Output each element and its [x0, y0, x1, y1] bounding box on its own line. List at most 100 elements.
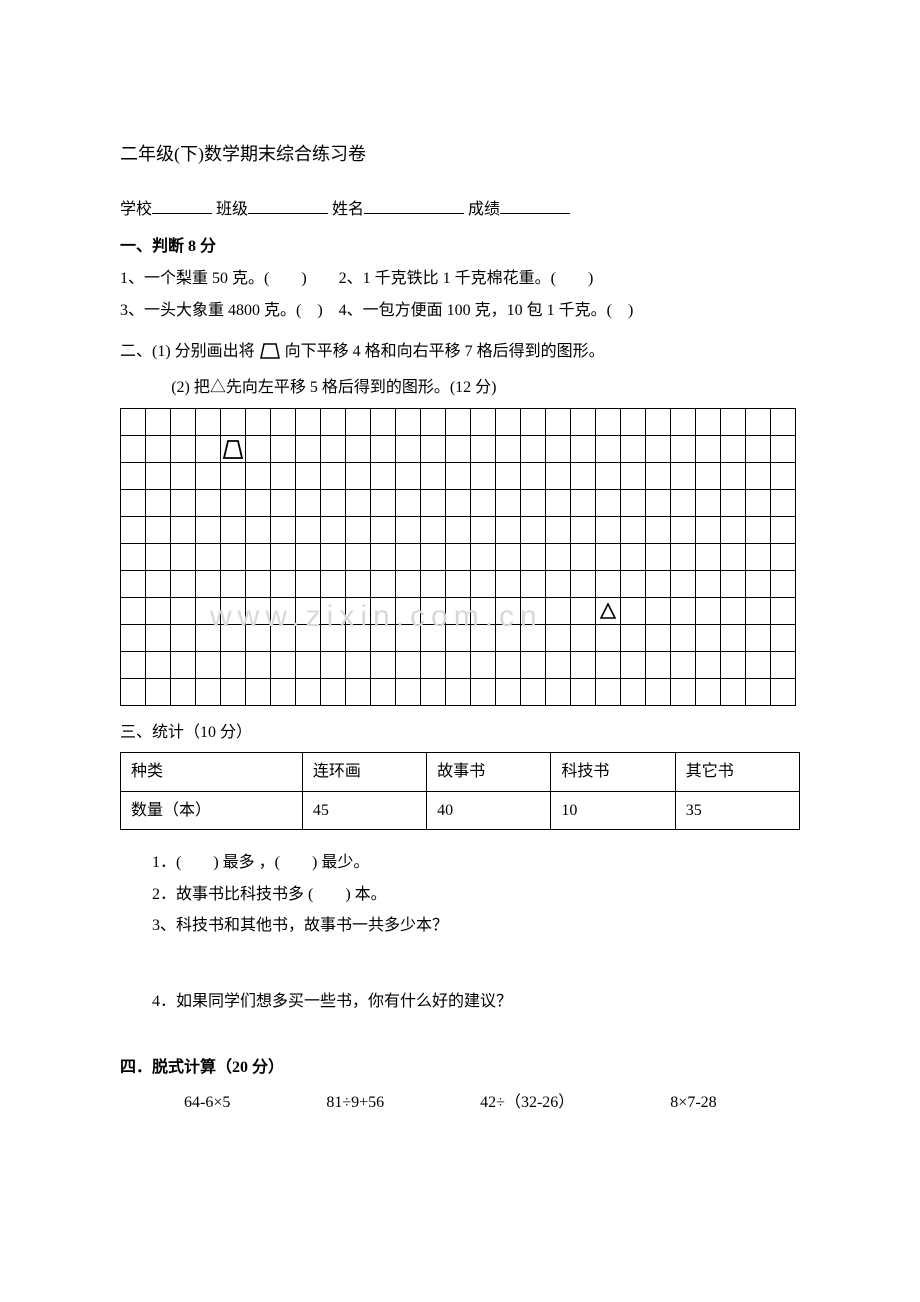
grid-cell [696, 652, 721, 679]
grid-cell [446, 490, 471, 517]
grid-cell [496, 409, 521, 436]
grid-cell [246, 436, 271, 463]
grid-cell [571, 490, 596, 517]
grid-cell [746, 409, 771, 436]
grid-cell [371, 544, 396, 571]
class-blank [248, 197, 328, 214]
grid-cell [396, 679, 421, 706]
section3-q4: 4．如果同学们想多买一些书，你有什么好的建议？ [120, 989, 800, 1015]
grid-cell [646, 463, 671, 490]
grid-cell [721, 625, 746, 652]
grid-cell [746, 436, 771, 463]
grid-cell [346, 409, 371, 436]
grid-cell [296, 463, 321, 490]
grid-cell [471, 571, 496, 598]
grid-cell [171, 490, 196, 517]
triangle-icon [599, 602, 617, 620]
grid-cell [146, 490, 171, 517]
grid-cell [671, 679, 696, 706]
grid-cell [696, 517, 721, 544]
grid-cell [146, 679, 171, 706]
grid-cell [396, 436, 421, 463]
stats-v0: 45 [302, 791, 426, 830]
grid-cell [396, 517, 421, 544]
grid-cell [321, 517, 346, 544]
grid-cell [421, 490, 446, 517]
grid-cell [246, 517, 271, 544]
grid-cell [296, 409, 321, 436]
name-label: 姓名 [332, 201, 364, 218]
grid-cell [696, 679, 721, 706]
grid-cell [146, 652, 171, 679]
grid-cell [646, 517, 671, 544]
grid-cell [521, 517, 546, 544]
grid-cell [421, 571, 446, 598]
grid-cell [571, 625, 596, 652]
grid-cell [196, 463, 221, 490]
grid-cell [221, 679, 246, 706]
grid-cell [496, 652, 521, 679]
section3-heading: 三、统计（10 分） [120, 720, 800, 746]
grid-cell [671, 571, 696, 598]
grid-cell [546, 652, 571, 679]
grid-cell [646, 571, 671, 598]
grid-cell [571, 436, 596, 463]
calc-item-2: 42÷（32-26） [448, 1090, 574, 1116]
grid-cell [246, 598, 271, 625]
grid-cell [396, 409, 421, 436]
grid-cell [196, 544, 221, 571]
school-blank [152, 197, 212, 214]
grid-cell [196, 436, 221, 463]
grid-cell [121, 625, 146, 652]
section1-line2: 3、一头大象重 4800 克。( ) 4、一包方便面 100 克，10 包 1 … [120, 298, 800, 324]
grid-cell [371, 463, 396, 490]
grid-cell [546, 598, 571, 625]
grid-cell [746, 463, 771, 490]
calc-item-3: 8×7-28 [638, 1090, 716, 1116]
trapezoid-icon [222, 438, 244, 460]
grid-cell [546, 409, 571, 436]
grid-cell [171, 544, 196, 571]
grid-cell [771, 463, 796, 490]
grid-cell [271, 436, 296, 463]
grid-cell [596, 517, 621, 544]
grid-cell [196, 409, 221, 436]
grid-cell [246, 490, 271, 517]
grid-cell [296, 598, 321, 625]
grid-cell [346, 544, 371, 571]
grid-cell [396, 598, 421, 625]
section2-line1b: 向下平移 4 格和向右平移 7 格后得到的图形。 [285, 343, 605, 360]
grid-cell [721, 490, 746, 517]
grid-cell [371, 652, 396, 679]
grid-cell [396, 625, 421, 652]
grid-cell [596, 436, 621, 463]
grid-cell [596, 409, 621, 436]
grid-cell [621, 625, 646, 652]
grid-cell [421, 598, 446, 625]
grid-cell [446, 679, 471, 706]
grid-cell [646, 436, 671, 463]
grid-cell [371, 490, 396, 517]
grid-cell [246, 409, 271, 436]
grid-cell [396, 652, 421, 679]
grid-cell [121, 652, 146, 679]
class-label: 班级 [216, 201, 248, 218]
grid-cell [346, 436, 371, 463]
grid-cell [496, 571, 521, 598]
grid-cell [746, 625, 771, 652]
stats-h0: 种类 [121, 752, 303, 791]
grid-cell [296, 571, 321, 598]
grid-cell [546, 463, 571, 490]
grid-cell [646, 625, 671, 652]
grid-cell [396, 571, 421, 598]
calc-item-1: 81÷9+56 [294, 1090, 384, 1116]
grid-cell [771, 598, 796, 625]
grid-cell [171, 463, 196, 490]
grid-cell [221, 544, 246, 571]
grid-cell [346, 598, 371, 625]
grid-cell [371, 598, 396, 625]
grid-cell [421, 436, 446, 463]
grid-cell [746, 490, 771, 517]
grid-cell [696, 490, 721, 517]
grid-cell [621, 679, 646, 706]
